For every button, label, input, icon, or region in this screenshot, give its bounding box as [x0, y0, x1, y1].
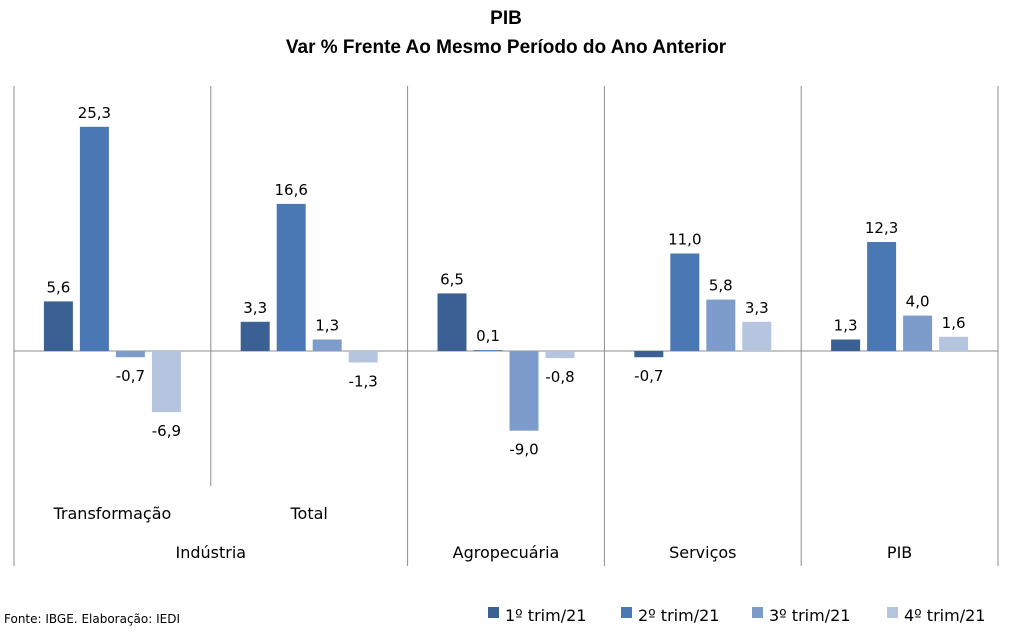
bar	[706, 299, 736, 351]
data-label: 16,6	[274, 181, 307, 199]
bar	[670, 253, 700, 351]
bar	[867, 242, 897, 351]
bar	[473, 350, 503, 351]
group-label: Indústria	[176, 543, 247, 562]
legend-item: 3º trim/21	[752, 606, 850, 625]
category-labels: Transformação Total Indústria Agropecuária S…	[53, 504, 913, 562]
data-label: 0,1	[476, 327, 500, 345]
bar	[348, 351, 378, 363]
data-label: 1,6	[942, 314, 966, 332]
bar	[79, 126, 109, 351]
source-note: Fonte: IBGE. Elaboração: IEDI	[4, 612, 180, 626]
group-label: PIB	[887, 543, 912, 562]
legend-swatch	[887, 607, 898, 618]
data-label: 5,6	[46, 278, 70, 296]
category-label: Total	[290, 504, 328, 523]
data-label: 12,3	[865, 219, 898, 237]
legend-swatch	[488, 607, 499, 618]
bar	[437, 293, 467, 351]
bar	[240, 321, 270, 351]
data-label: 1,3	[834, 317, 858, 335]
data-label: 4,0	[906, 293, 930, 311]
group-label: Agropecuária	[453, 543, 560, 562]
bar	[634, 351, 664, 358]
bar	[545, 351, 575, 359]
bars	[43, 126, 969, 431]
bar	[903, 315, 933, 351]
data-labels: 5,6 25,3 -0,7 -6,9 3,3 16,6 1,3 -1,3 6,5 0,1 -9,0 -…	[46, 104, 965, 459]
data-label: -0,8	[545, 368, 574, 386]
bar	[151, 351, 181, 413]
bar	[115, 351, 145, 358]
category-label: Transformação	[53, 504, 172, 523]
data-label: 3,3	[243, 299, 267, 317]
legend-label: 1º trim/21	[505, 606, 586, 625]
category-dividers	[13, 86, 999, 566]
legend-item: 1º trim/21	[488, 606, 586, 625]
data-label: 3,3	[745, 299, 769, 317]
legend-swatch	[621, 607, 632, 618]
legend-item: 2º trim/21	[621, 606, 719, 625]
legend-label: 2º trim/21	[638, 606, 719, 625]
bar	[43, 301, 73, 351]
data-label: 6,5	[440, 270, 464, 288]
data-label: -9,0	[509, 441, 538, 459]
bar	[509, 351, 539, 431]
bar	[312, 339, 342, 351]
data-label: -0,7	[116, 367, 145, 385]
bar	[276, 203, 306, 351]
bar	[831, 339, 861, 351]
legend-label: 3º trim/21	[769, 606, 850, 625]
legend-swatch	[752, 607, 763, 618]
data-label: 1,3	[315, 317, 339, 335]
data-label: -1,3	[349, 373, 378, 391]
bar	[742, 321, 772, 351]
legend-item: 4º trim/21	[887, 606, 985, 625]
data-label: -0,7	[634, 367, 663, 385]
group-label: Serviços	[669, 543, 736, 562]
chart-subtitle: Var % Frente Ao Mesmo Período do Ano Ant…	[286, 37, 727, 58]
data-label: 5,8	[709, 277, 733, 295]
legend: 1º trim/21 2º trim/21 3º trim/21 4º trim/21	[488, 606, 985, 625]
data-label: 11,0	[668, 231, 701, 249]
legend-label: 4º trim/21	[904, 606, 985, 625]
data-label: 25,3	[78, 104, 111, 122]
bar	[939, 336, 969, 351]
chart-title: PIB	[490, 8, 522, 29]
data-label: -6,9	[152, 422, 181, 440]
